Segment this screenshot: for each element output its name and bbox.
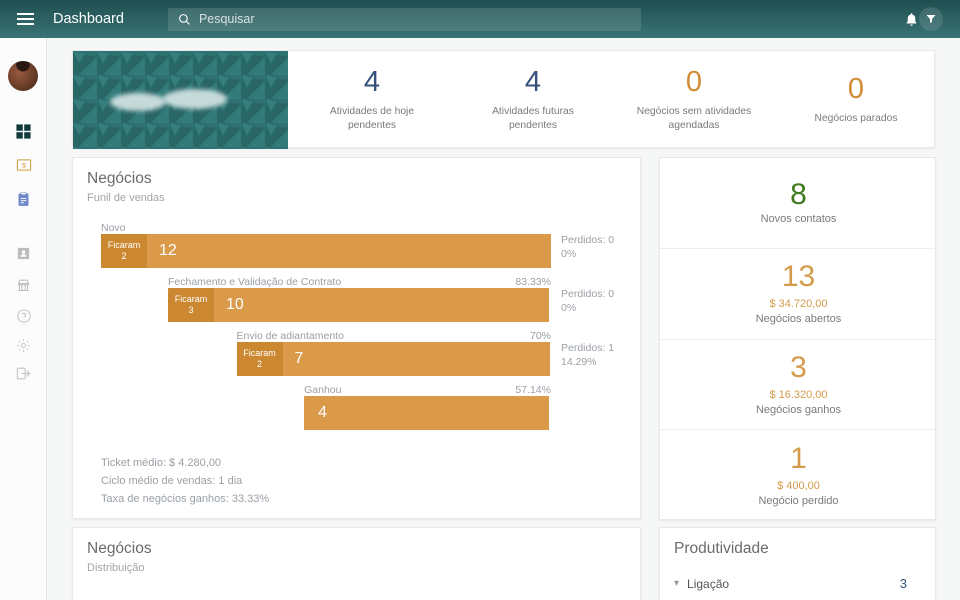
svg-text:$: $ bbox=[22, 163, 26, 170]
